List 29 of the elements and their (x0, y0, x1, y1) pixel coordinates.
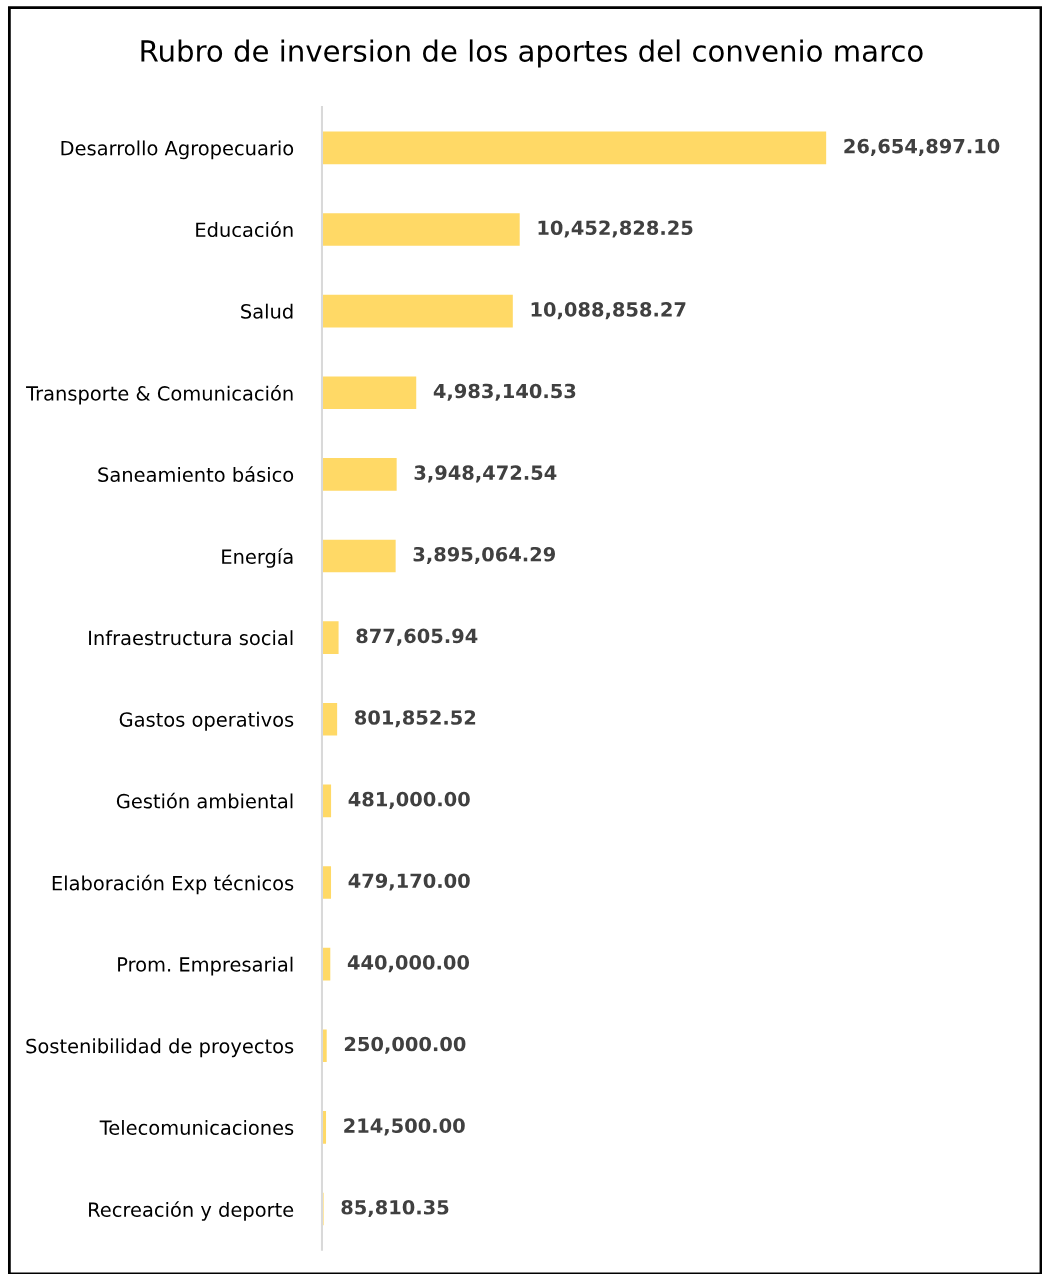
data-label: 4,983,140.53 (433, 383, 576, 401)
data-label: 440,000.00 (347, 955, 470, 973)
data-label: 250,000.00 (344, 1036, 466, 1054)
data-label: 3,895,064.29 (413, 546, 555, 565)
y-tick-label: Sostenibilidad de proyectos (26, 1038, 294, 1058)
data-label: 10,088,858.27 (531, 302, 686, 320)
data-label: 481,000.00 (348, 791, 470, 809)
data-label: 214,500.00 (344, 1118, 465, 1136)
y-tick-label: Telecomunicaciones (99, 1119, 294, 1136)
y-tick-label: Transporte & Comunicación (26, 384, 293, 405)
y-tick-label: Gestión ambiental (116, 792, 293, 809)
data-label: 479,170.00 (348, 873, 470, 891)
y-tick-label: Desarrollo Agropecuario (61, 140, 294, 160)
y-tick-label: Gastos operativos (119, 711, 294, 731)
data-label: 877,605.94 (356, 628, 478, 646)
data-label: 3,948,472.54 (414, 465, 557, 483)
y-tick-label: Saneamiento básico (98, 466, 294, 482)
y-tick-label: Educación (196, 221, 293, 238)
y-tick-label: Energía (222, 548, 293, 568)
data-label: 10,452,828.25 (538, 220, 693, 238)
data-label: 26,654,897.10 (844, 138, 1000, 156)
y-tick-label: Elaboración Exp técnicos (52, 874, 294, 895)
data-label: 801,852.52 (355, 710, 476, 728)
y-tick-label: Recreación y deporte (89, 1201, 294, 1221)
y-tick-label: Salud (241, 303, 293, 319)
data-label: 85,810.35 (341, 1199, 449, 1218)
y-tick-label: Prom. Empresarial (118, 956, 293, 976)
chart-title: Rubro de inversion de los aportes del convenio marco (141, 39, 923, 68)
y-tick-label: Infraestructura social (89, 630, 293, 646)
